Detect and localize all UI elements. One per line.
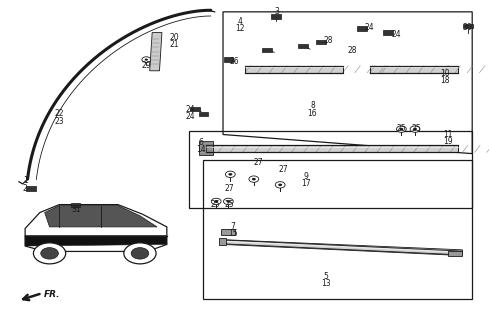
Text: 29: 29 <box>142 60 151 69</box>
Polygon shape <box>150 33 162 71</box>
Polygon shape <box>245 66 343 73</box>
Text: 3: 3 <box>274 7 279 16</box>
Circle shape <box>142 57 151 62</box>
Polygon shape <box>316 40 326 44</box>
Text: 27: 27 <box>224 184 234 193</box>
Text: 26: 26 <box>229 57 239 66</box>
Polygon shape <box>223 57 233 62</box>
Circle shape <box>145 59 148 61</box>
Text: 19: 19 <box>443 137 452 146</box>
Text: 16: 16 <box>308 109 317 118</box>
Polygon shape <box>223 240 463 256</box>
Text: 24: 24 <box>365 23 374 32</box>
Polygon shape <box>357 26 367 31</box>
Text: 31: 31 <box>72 205 81 214</box>
Polygon shape <box>190 107 199 111</box>
Polygon shape <box>25 236 167 246</box>
Text: 24: 24 <box>392 30 401 39</box>
Text: 9: 9 <box>304 172 309 181</box>
Circle shape <box>228 173 232 176</box>
Text: 14: 14 <box>196 145 206 154</box>
Circle shape <box>252 178 256 180</box>
Circle shape <box>211 198 221 204</box>
Circle shape <box>131 248 149 259</box>
Text: 28: 28 <box>347 45 357 55</box>
Circle shape <box>410 126 420 132</box>
Text: 21: 21 <box>169 40 179 49</box>
Polygon shape <box>369 66 458 73</box>
Polygon shape <box>298 44 308 48</box>
Polygon shape <box>198 141 213 155</box>
Polygon shape <box>220 228 235 235</box>
Circle shape <box>226 200 230 203</box>
Text: 25: 25 <box>211 200 220 209</box>
Text: 28: 28 <box>323 36 333 45</box>
Text: 27: 27 <box>278 165 288 174</box>
Text: 15: 15 <box>228 229 238 238</box>
Polygon shape <box>219 238 226 245</box>
Text: 13: 13 <box>321 279 330 288</box>
Text: 24: 24 <box>185 105 195 114</box>
Circle shape <box>413 128 417 130</box>
Text: 10: 10 <box>441 69 450 78</box>
Text: 2: 2 <box>23 184 27 193</box>
Circle shape <box>124 243 156 264</box>
Polygon shape <box>198 112 208 116</box>
Circle shape <box>225 171 235 178</box>
Circle shape <box>278 184 282 186</box>
Text: 7: 7 <box>230 222 235 231</box>
Circle shape <box>214 200 218 203</box>
Polygon shape <box>206 145 458 152</box>
Polygon shape <box>463 24 473 28</box>
Text: 27: 27 <box>253 158 263 167</box>
Text: 18: 18 <box>441 76 450 85</box>
Polygon shape <box>71 203 80 207</box>
Text: 24: 24 <box>185 112 195 121</box>
Polygon shape <box>271 14 281 19</box>
Text: 4: 4 <box>238 17 243 26</box>
Polygon shape <box>45 205 157 227</box>
Text: 11: 11 <box>443 130 452 139</box>
Text: 25: 25 <box>396 124 406 132</box>
Circle shape <box>41 248 58 259</box>
Text: 17: 17 <box>301 180 311 188</box>
Polygon shape <box>448 251 463 256</box>
Text: 23: 23 <box>54 117 64 126</box>
Circle shape <box>399 128 403 130</box>
Circle shape <box>396 126 406 132</box>
Circle shape <box>249 176 259 182</box>
Polygon shape <box>383 30 393 35</box>
Circle shape <box>275 182 285 188</box>
Text: 25: 25 <box>411 124 421 132</box>
Polygon shape <box>25 204 167 252</box>
Text: FR.: FR. <box>44 290 60 299</box>
Text: 22: 22 <box>55 109 64 118</box>
Text: 1: 1 <box>23 176 27 185</box>
Text: 25: 25 <box>224 200 234 209</box>
Text: 30: 30 <box>463 23 472 32</box>
Text: 5: 5 <box>323 272 328 281</box>
Polygon shape <box>26 187 36 191</box>
Text: 6: 6 <box>198 138 203 147</box>
Circle shape <box>223 198 233 204</box>
Circle shape <box>33 243 66 264</box>
Polygon shape <box>262 48 272 52</box>
Text: 12: 12 <box>235 24 245 33</box>
Text: 8: 8 <box>310 101 315 110</box>
Text: 20: 20 <box>169 33 179 42</box>
